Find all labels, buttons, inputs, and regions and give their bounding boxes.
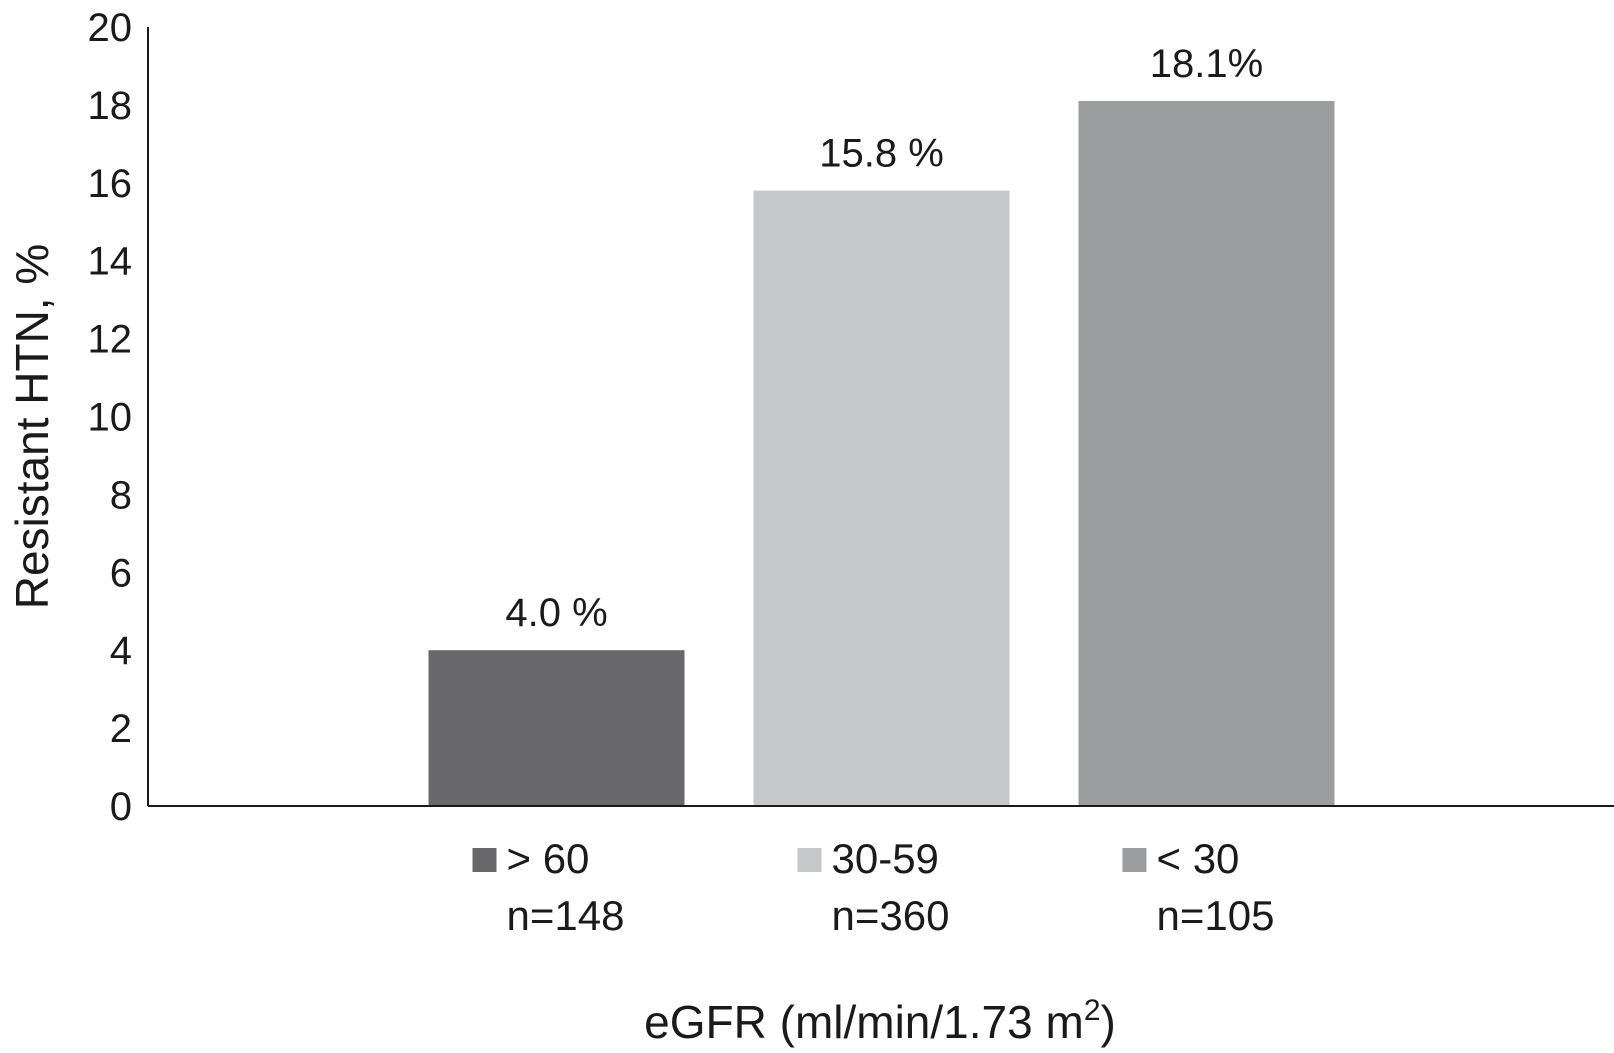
x-axis-title-text: eGFR (ml/min/1.73 m — [644, 996, 1084, 1048]
data-label: 18.1% — [1150, 42, 1263, 86]
category-label: < 30 — [1157, 835, 1240, 882]
category-swatch — [797, 848, 822, 872]
sample-size-label: n=148 — [507, 892, 625, 939]
bar — [1078, 101, 1335, 806]
y-tick-label: 14 — [88, 240, 133, 284]
y-axis-title: Resistant HTN, % — [6, 244, 58, 610]
y-tick-label: 20 — [88, 6, 133, 50]
data-labels: 4.0 % 15.8 % 18.1% — [505, 42, 1263, 635]
sample-size-label: n=105 — [1157, 892, 1275, 939]
y-tick-label: 4 — [110, 629, 132, 673]
category-label: 30-59 — [832, 835, 939, 882]
y-tick-label: 8 — [110, 473, 132, 517]
bar — [428, 650, 685, 806]
y-tick-label: 16 — [88, 162, 133, 206]
x-axis-title-superscript: 2 — [1084, 994, 1101, 1027]
bar — [753, 190, 1010, 807]
category-swatch — [1122, 848, 1147, 872]
category-labels: > 60 n=148 30-59 n=360 < 30 n=105 — [472, 835, 1275, 939]
y-axis-ticks: 0 2 4 6 8 10 12 14 16 18 20 — [88, 6, 133, 829]
bars — [428, 101, 1335, 807]
y-axis-title-text: Resistant HTN, % — [6, 244, 58, 610]
y-tick-label: 2 — [110, 707, 132, 751]
y-tick-label: 10 — [88, 396, 133, 440]
y-tick-label: 12 — [88, 318, 133, 362]
data-label: 4.0 % — [505, 591, 607, 635]
data-label: 15.8 % — [819, 132, 944, 176]
y-tick-label: 18 — [88, 84, 133, 128]
sample-size-label: n=360 — [832, 892, 950, 939]
y-tick-label: 6 — [110, 551, 132, 595]
category-label: > 60 — [507, 835, 590, 882]
category-swatch — [472, 848, 497, 872]
y-tick-label: 0 — [110, 785, 132, 829]
x-axis-title-close: ) — [1101, 996, 1116, 1048]
x-axis-title: eGFR (ml/min/1.73 m2) — [644, 994, 1116, 1048]
